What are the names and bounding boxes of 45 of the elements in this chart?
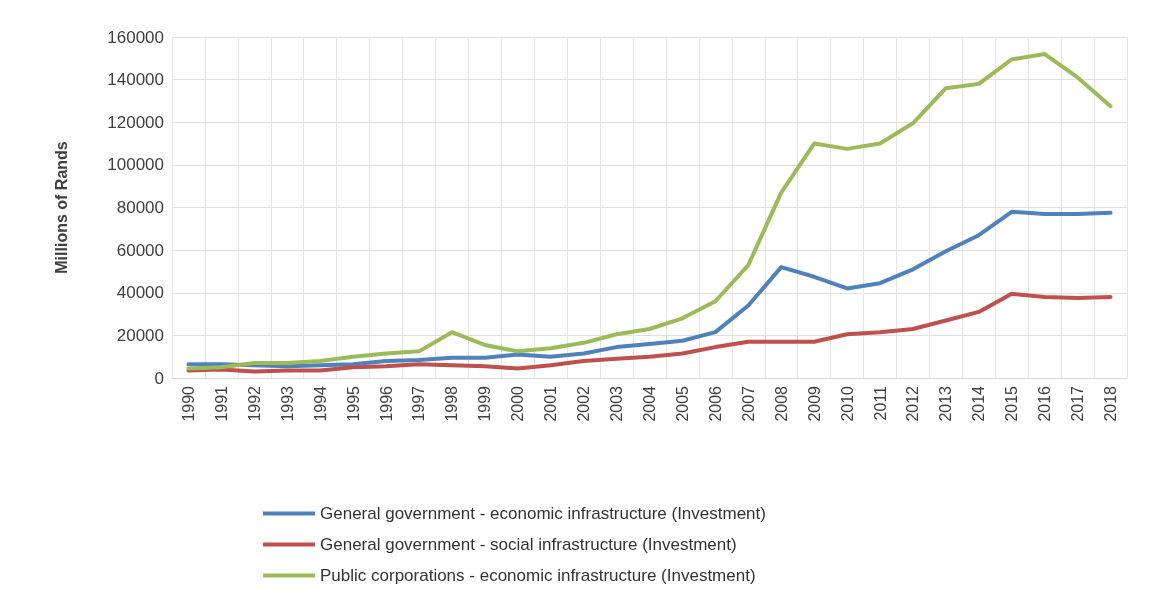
x-tick-label: 2002: [575, 385, 593, 422]
y-tick-label: 120000: [107, 112, 164, 132]
x-tick-label: 2010: [838, 385, 856, 422]
x-tick-label: 2006: [706, 385, 724, 422]
x-tick-label: 1990: [179, 385, 197, 422]
y-tick-label: 20000: [116, 325, 164, 345]
x-tick-label: 2009: [805, 385, 823, 422]
x-tick-label: 2008: [772, 385, 790, 422]
x-tick-label: 2004: [641, 385, 658, 422]
line-series: [186, 291, 1113, 374]
x-tick-label: 2007: [739, 385, 757, 422]
x-tick-label: 2000: [509, 385, 527, 422]
y-tick-label: 160000: [107, 27, 164, 47]
x-tick-label: 1997: [410, 385, 428, 422]
y-tick-label: 100000: [107, 155, 164, 175]
legend-label: General government - economic infrastructure (Investment): [320, 504, 766, 523]
x-tick-label: 2005: [673, 385, 691, 422]
x-tick-label: 1996: [377, 385, 395, 422]
line-series: [186, 52, 1113, 371]
legend-label: Public corporations - economic infrastructure (Investment): [320, 566, 756, 585]
x-tick-label: 2017: [1069, 385, 1087, 422]
x-tick-label: 1999: [476, 385, 494, 422]
x-tick-label: 1995: [344, 385, 362, 422]
x-tick-label: 1994: [311, 385, 329, 422]
x-tick-label: 2003: [608, 385, 626, 422]
x-tick-label: 2012: [904, 385, 922, 422]
x-tick-label: 2011: [871, 385, 889, 421]
x-tick-label: 2013: [937, 385, 955, 422]
x-tick-label: 1992: [245, 385, 263, 422]
y-tick-label: 40000: [116, 283, 164, 303]
x-tick-label: 2001: [542, 385, 560, 422]
y-tick-label: 60000: [116, 240, 164, 260]
y-tick-label: 0: [154, 368, 164, 388]
x-tick-label: 2018: [1102, 385, 1120, 422]
x-tick-label: 2015: [1003, 385, 1021, 422]
x-tick-label: 2016: [1036, 385, 1054, 422]
line-series: [186, 209, 1113, 369]
legend-label: General government - social infrastructure (Investment): [320, 535, 737, 554]
y-tick-label: 140000: [107, 70, 164, 90]
y-tick-label: 80000: [116, 198, 164, 217]
x-tick-label: 2014: [970, 385, 988, 422]
x-tick-label: 1998: [443, 385, 461, 422]
x-tick-label: 1993: [278, 385, 296, 422]
y-axis-title: Millions of Rands: [52, 141, 70, 274]
x-tick-label: 1991: [212, 385, 230, 422]
